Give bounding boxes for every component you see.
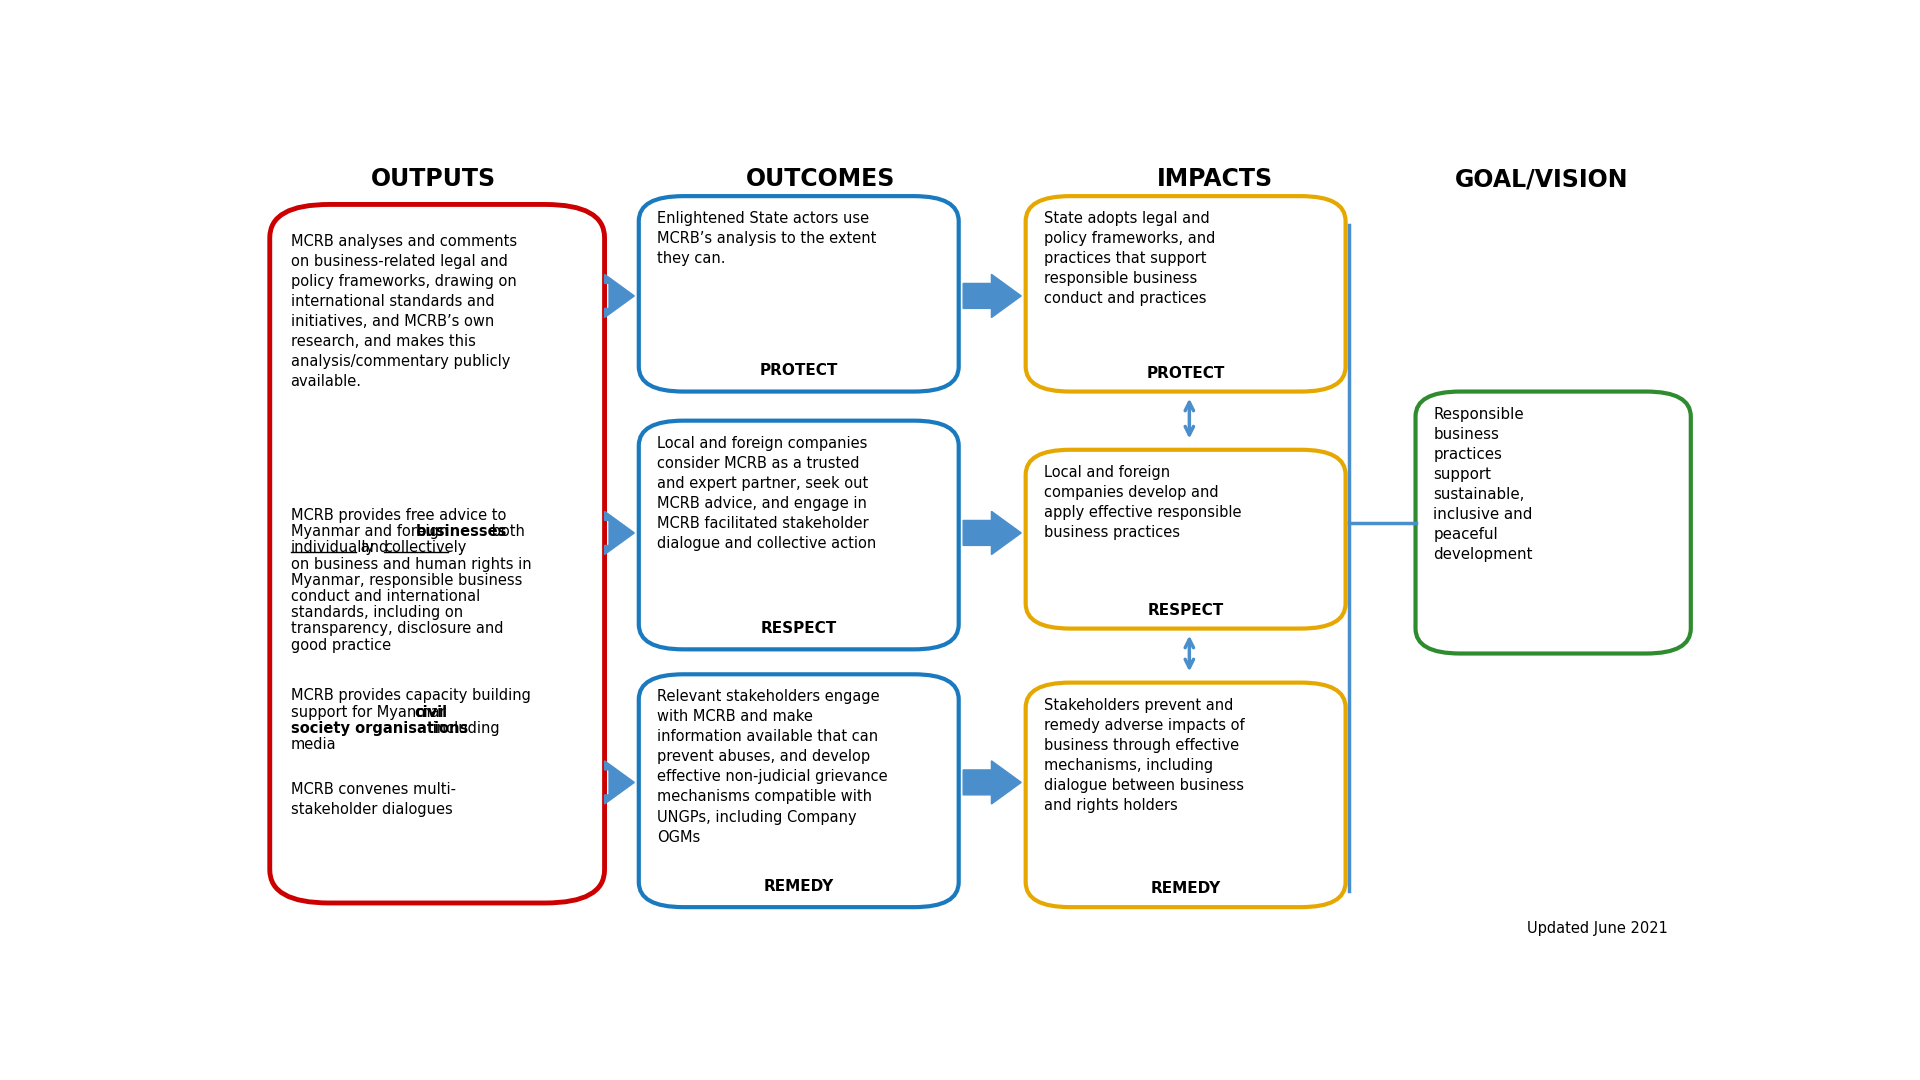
Text: OUTCOMES: OUTCOMES <box>745 167 895 191</box>
Text: PROTECT: PROTECT <box>1146 366 1225 381</box>
Text: media: media <box>290 737 336 752</box>
Text: MCRB convenes multi-
stakeholder dialogues: MCRB convenes multi- stakeholder dialogu… <box>290 782 455 818</box>
Text: IMPACTS: IMPACTS <box>1156 167 1273 191</box>
Text: REMEDY: REMEDY <box>1150 881 1221 896</box>
Text: Local and foreign companies
consider MCRB as a trusted
and expert partner, seek : Local and foreign companies consider MCR… <box>657 435 876 551</box>
Text: and: and <box>355 540 394 555</box>
FancyBboxPatch shape <box>1025 197 1346 392</box>
Text: support for Myanmar: support for Myanmar <box>290 704 449 719</box>
Text: PROTECT: PROTECT <box>760 363 837 378</box>
FancyArrow shape <box>605 274 634 318</box>
Text: civil: civil <box>415 704 447 719</box>
Text: Responsible
business
practices
support
sustainable,
inclusive and
peaceful
devel: Responsible business practices support s… <box>1434 406 1532 562</box>
Text: on business and human rights in: on business and human rights in <box>290 556 532 571</box>
FancyBboxPatch shape <box>1415 392 1692 653</box>
FancyArrow shape <box>964 274 1021 318</box>
FancyArrow shape <box>964 760 1021 804</box>
Text: MCRB analyses and comments
on business-related legal and
policy frameworks, draw: MCRB analyses and comments on business-r… <box>290 233 516 389</box>
Text: Myanmar, responsible business: Myanmar, responsible business <box>290 572 522 588</box>
Text: including: including <box>428 720 499 735</box>
Text: businesses: businesses <box>417 524 507 539</box>
Text: transparency, disclosure and: transparency, disclosure and <box>290 621 503 636</box>
Text: MCRB provides free advice to: MCRB provides free advice to <box>290 508 507 523</box>
FancyBboxPatch shape <box>639 197 958 392</box>
Text: REMEDY: REMEDY <box>764 879 833 894</box>
Text: standards, including on: standards, including on <box>290 605 463 620</box>
Text: good practice: good practice <box>290 637 390 652</box>
Text: OUTPUTS: OUTPUTS <box>371 167 495 191</box>
Text: Enlightened State actors use
MCRB’s analysis to the extent
they can.: Enlightened State actors use MCRB’s anal… <box>657 211 876 266</box>
Text: individually: individually <box>290 540 374 555</box>
Text: Stakeholders prevent and
remedy adverse impacts of
business through effective
me: Stakeholders prevent and remedy adverse … <box>1044 698 1244 813</box>
Text: Updated June 2021: Updated June 2021 <box>1526 921 1668 936</box>
Text: RESPECT: RESPECT <box>1148 603 1223 618</box>
FancyBboxPatch shape <box>639 420 958 649</box>
Text: State adopts legal and
policy frameworks, and
practices that support
responsible: State adopts legal and policy frameworks… <box>1044 211 1215 307</box>
Text: conduct and international: conduct and international <box>290 589 480 604</box>
FancyArrow shape <box>964 511 1021 554</box>
FancyBboxPatch shape <box>269 204 605 903</box>
Text: Myanmar and foreign: Myanmar and foreign <box>290 524 453 539</box>
Text: Local and foreign
companies develop and
apply effective responsible
business pra: Local and foreign companies develop and … <box>1044 464 1240 540</box>
FancyBboxPatch shape <box>1025 683 1346 907</box>
FancyArrow shape <box>605 760 634 804</box>
Text: MCRB provides capacity building: MCRB provides capacity building <box>290 688 530 703</box>
Text: collectively: collectively <box>384 540 467 555</box>
Text: GOAL/VISION: GOAL/VISION <box>1455 167 1628 191</box>
FancyArrow shape <box>605 511 634 554</box>
Text: both: both <box>488 524 524 539</box>
FancyBboxPatch shape <box>639 674 958 907</box>
Text: Relevant stakeholders engage
with MCRB and make
information available that can
p: Relevant stakeholders engage with MCRB a… <box>657 689 887 845</box>
Text: RESPECT: RESPECT <box>760 621 837 636</box>
FancyBboxPatch shape <box>1025 449 1346 629</box>
Text: society organisations: society organisations <box>290 720 468 735</box>
